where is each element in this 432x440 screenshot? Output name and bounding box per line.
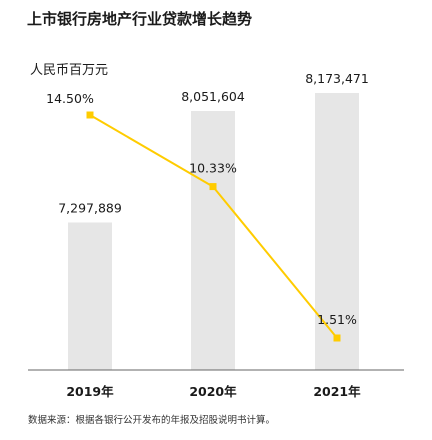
bar-2 xyxy=(315,93,359,370)
source-note: 数据来源：根据各银行公开发布的年报及招股说明书计算。 xyxy=(28,415,276,426)
bar-value-label-1: 8,051,604 xyxy=(181,89,245,104)
growth-rate-label-2: 1.51% xyxy=(317,312,357,327)
growth-rate-point-1 xyxy=(209,183,217,191)
category-label-2: 2021年 xyxy=(313,384,361,399)
category-label-1: 2020年 xyxy=(189,384,237,399)
growth-rate-label-0: 14.50% xyxy=(46,91,94,106)
bar-1 xyxy=(191,111,235,371)
growth-rate-label-1: 10.33% xyxy=(189,161,237,176)
growth-rate-point-2 xyxy=(333,334,341,342)
bar-value-label-2: 8,173,471 xyxy=(305,71,369,86)
bar-value-label-0: 7,297,889 xyxy=(58,200,122,215)
category-label-0: 2019年 xyxy=(66,384,114,399)
bar-0 xyxy=(68,222,112,370)
growth-rate-point-0 xyxy=(86,111,94,119)
unit-label: 人民币百万元 xyxy=(30,63,109,78)
chart-title: 上市银行房地产行业贷款增长趋势 xyxy=(27,10,253,28)
